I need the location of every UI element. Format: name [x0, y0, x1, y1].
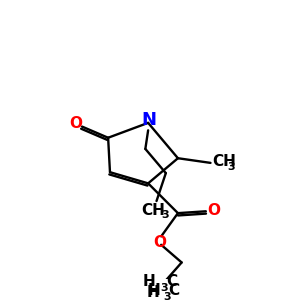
Text: 3: 3 [160, 283, 168, 293]
Text: O: O [153, 236, 166, 250]
Text: CH: CH [141, 203, 165, 218]
Text: 3: 3 [163, 292, 171, 300]
Text: O: O [69, 116, 82, 131]
Text: H: H [147, 285, 159, 300]
Text: C: C [169, 283, 180, 298]
Text: C: C [166, 274, 177, 289]
Text: H: H [143, 274, 156, 289]
Text: H: H [147, 283, 160, 298]
Text: O: O [207, 203, 220, 218]
Text: CH: CH [212, 154, 236, 169]
Text: N: N [142, 111, 157, 129]
Text: 3: 3 [161, 210, 169, 220]
Text: 3: 3 [227, 162, 235, 172]
